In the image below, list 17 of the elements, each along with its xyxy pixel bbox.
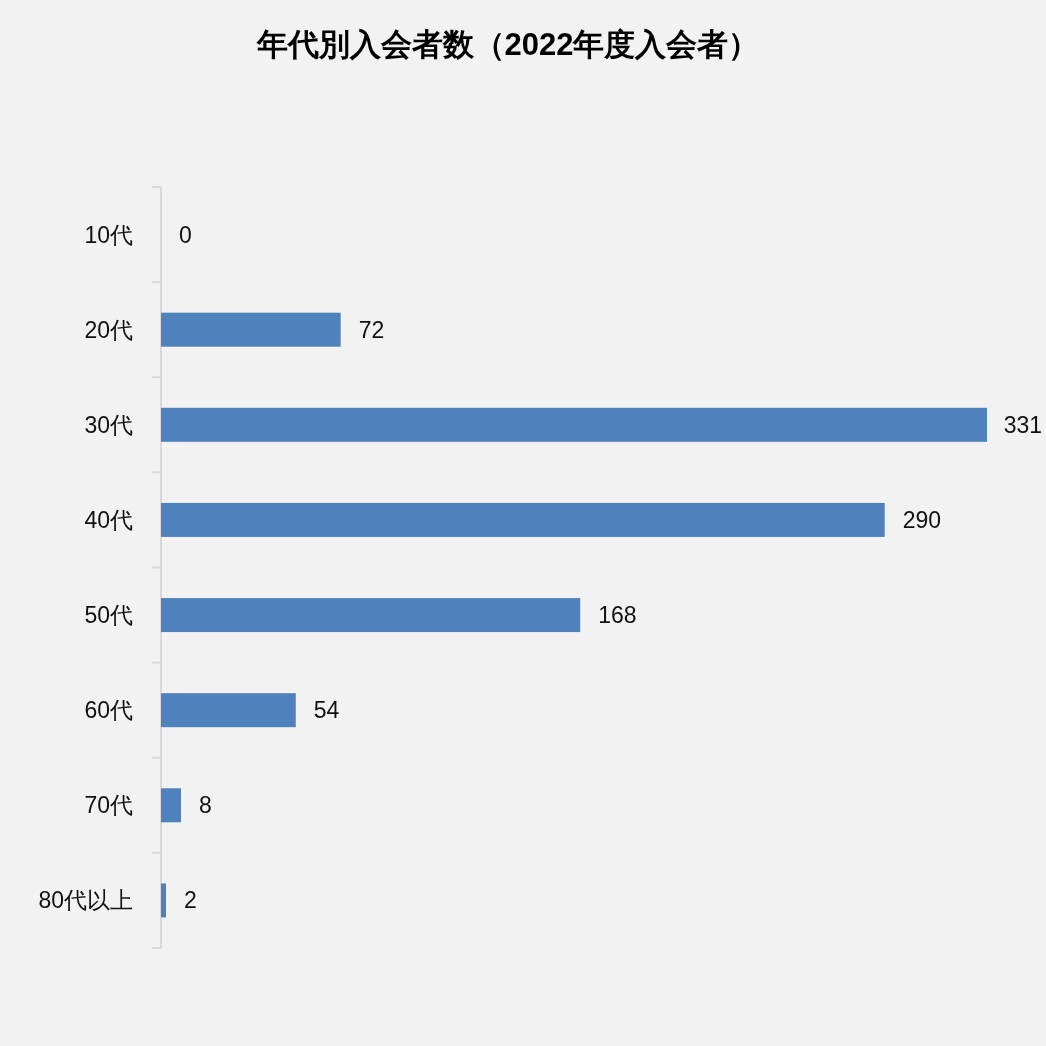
category-label: 50代 — [84, 602, 133, 629]
title: 年代別入会者数（2022年度入会者） — [256, 27, 760, 62]
category-label: 70代 — [84, 792, 133, 819]
category-label: 60代 — [84, 697, 133, 724]
data-label: 290 — [902, 506, 942, 533]
data-label: 8 — [198, 792, 212, 819]
category-label: 30代 — [84, 411, 133, 438]
data-label: 0 — [179, 221, 192, 248]
data-label: 54 — [313, 697, 340, 724]
category-label: 10代 — [84, 221, 133, 248]
data-label: 331 — [1003, 411, 1042, 438]
data-label: 72 — [358, 316, 385, 343]
category-label: 20代 — [84, 316, 133, 343]
data-label: 2 — [184, 887, 197, 914]
category-label: 40代 — [84, 506, 133, 533]
category-label: 80代以上 — [38, 887, 133, 914]
data-label: 168 — [598, 602, 637, 629]
